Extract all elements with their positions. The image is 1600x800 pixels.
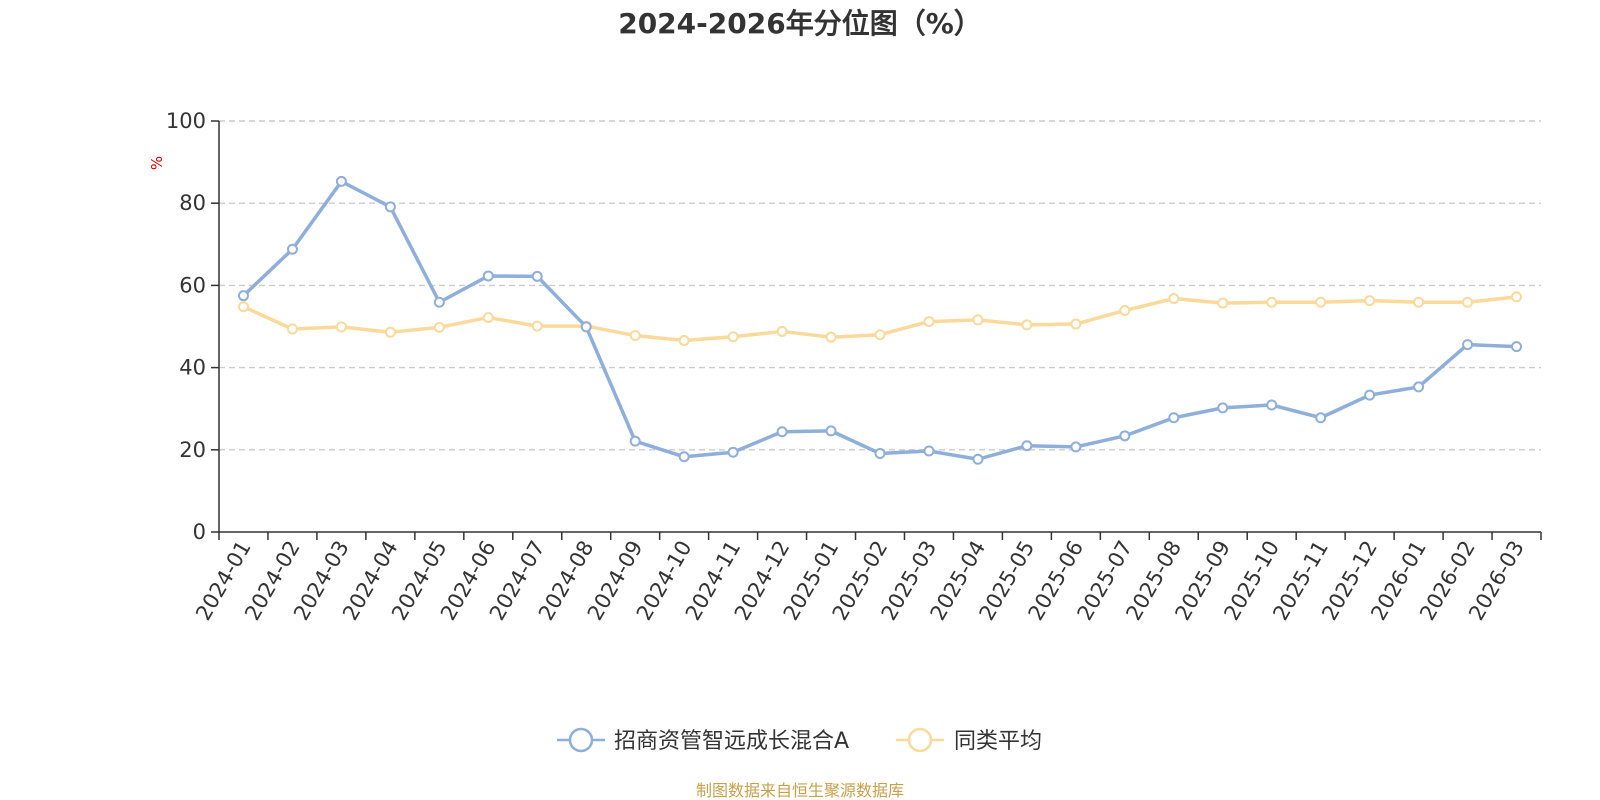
data-point[interactable] <box>531 320 543 332</box>
data-point[interactable] <box>1168 412 1180 424</box>
x-axis-ticks: 2024-012024-022024-032024-042024-052024-… <box>191 532 1542 624</box>
legend-marker-icon <box>907 727 933 753</box>
legend-label: 招商资管智远成长混合A <box>614 729 849 754</box>
data-point[interactable] <box>580 321 592 333</box>
data-point[interactable] <box>1511 341 1523 353</box>
legend-label: 同类平均 <box>954 729 1042 754</box>
data-point[interactable] <box>1217 297 1229 309</box>
data-point[interactable] <box>1413 381 1425 393</box>
data-point[interactable] <box>335 321 347 333</box>
data-point[interactable] <box>1119 430 1131 442</box>
y-axis-unit-label: % <box>148 156 166 170</box>
data-point[interactable] <box>384 326 396 338</box>
data-point[interactable] <box>1413 296 1425 308</box>
data-point[interactable] <box>531 270 543 282</box>
data-point[interactable] <box>1217 402 1229 414</box>
data-point[interactable] <box>1266 399 1278 411</box>
data-point[interactable] <box>433 321 445 333</box>
y-tick-label: 100 <box>166 109 206 133</box>
data-point[interactable] <box>972 314 984 326</box>
data-point[interactable] <box>335 175 347 187</box>
data-point[interactable] <box>1266 296 1278 308</box>
data-point[interactable] <box>286 243 298 255</box>
data-point[interactable] <box>1462 296 1474 308</box>
source-note: 制图数据来自恒生聚源数据库 <box>696 781 904 800</box>
legend-item-1[interactable]: 招商资管智远成长混合A <box>557 727 849 754</box>
data-point[interactable] <box>776 426 788 438</box>
data-point[interactable] <box>1021 440 1033 452</box>
chart-title: 2024-2026年分位图（%） <box>618 7 982 40</box>
data-point[interactable] <box>286 323 298 335</box>
data-point[interactable] <box>1021 319 1033 331</box>
data-point[interactable] <box>1462 339 1474 351</box>
y-axis-ticks: 0 20 40 60 80 100 <box>166 109 219 544</box>
y-tick-label: 40 <box>179 356 206 380</box>
data-point[interactable] <box>384 201 396 213</box>
data-point[interactable] <box>237 290 249 302</box>
y-tick-label: 0 <box>193 520 206 544</box>
data-point[interactable] <box>629 330 641 342</box>
legend-item-2[interactable]: 同类平均 <box>896 727 1042 754</box>
series-layer <box>237 175 1523 465</box>
grid-lines <box>219 120 1541 451</box>
data-point[interactable] <box>874 447 886 459</box>
data-point[interactable] <box>727 446 739 458</box>
data-point[interactable] <box>1168 293 1180 305</box>
data-point[interactable] <box>727 331 739 343</box>
data-point[interactable] <box>1315 412 1327 424</box>
data-point[interactable] <box>1119 304 1131 316</box>
data-point[interactable] <box>825 425 837 437</box>
data-point[interactable] <box>237 301 249 313</box>
y-tick-label: 20 <box>179 438 206 462</box>
data-point[interactable] <box>433 296 445 308</box>
data-point[interactable] <box>1511 291 1523 303</box>
data-point[interactable] <box>629 435 641 447</box>
data-point[interactable] <box>923 316 935 328</box>
data-point[interactable] <box>482 311 494 323</box>
data-point[interactable] <box>972 453 984 465</box>
data-point[interactable] <box>678 334 690 346</box>
data-point[interactable] <box>1070 441 1082 453</box>
series-2 <box>237 291 1523 346</box>
data-point[interactable] <box>825 331 837 343</box>
data-point[interactable] <box>776 325 788 337</box>
data-point[interactable] <box>923 445 935 457</box>
legend[interactable]: 招商资管智远成长混合A 同类平均 <box>557 727 1042 754</box>
data-point[interactable] <box>1364 295 1376 307</box>
axes <box>218 121 1541 533</box>
y-tick-label: 80 <box>179 191 206 215</box>
data-point[interactable] <box>874 329 886 341</box>
data-point[interactable] <box>1315 296 1327 308</box>
y-tick-label: 60 <box>179 273 206 297</box>
legend-marker-icon <box>568 727 594 753</box>
data-point[interactable] <box>1070 318 1082 330</box>
data-point[interactable] <box>1364 389 1376 401</box>
data-point[interactable] <box>678 451 690 463</box>
series-1 <box>237 175 1523 465</box>
data-point[interactable] <box>482 270 494 282</box>
